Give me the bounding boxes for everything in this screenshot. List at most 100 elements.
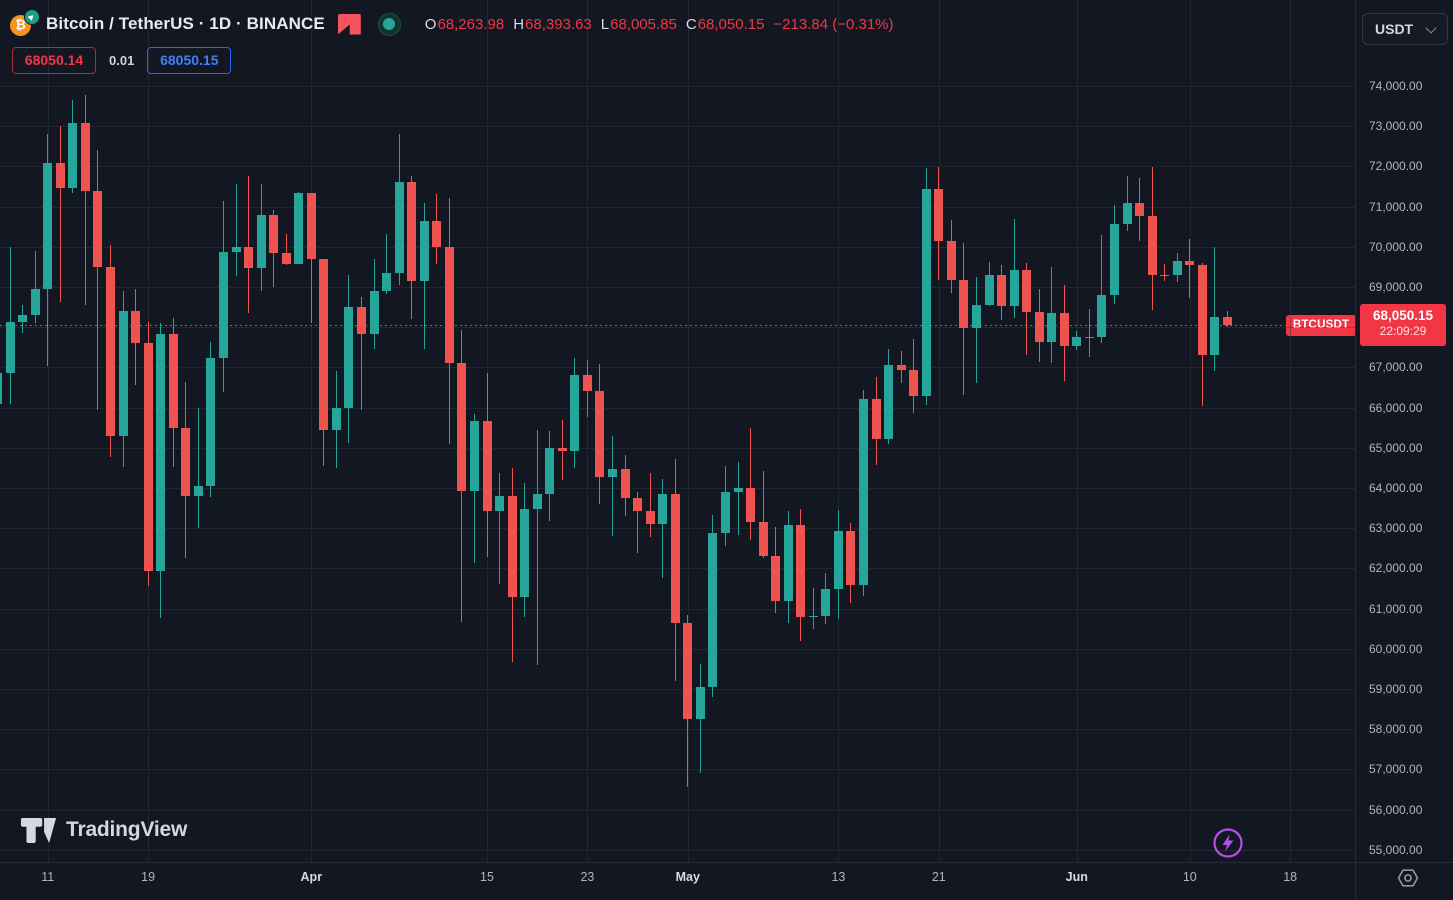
- candle-apr-28: [645, 511, 655, 524]
- candle-mar-25: [218, 251, 228, 358]
- currency-selector[interactable]: USDT: [1362, 13, 1448, 45]
- candle-apr-21: [557, 448, 567, 451]
- candle-may-13: [833, 530, 843, 590]
- price-gridline: [0, 407, 1356, 409]
- candle-may-1: [683, 623, 693, 719]
- candle-wick: [1013, 219, 1015, 318]
- candle-wick: [59, 126, 61, 303]
- open-label: O: [424, 15, 437, 33]
- price-axis-label: 69,000.00: [1369, 280, 1423, 295]
- candle-wick: [662, 478, 664, 578]
- low-value: 68,005.85: [610, 15, 677, 33]
- candle-apr-7: [382, 272, 392, 292]
- time-axis[interactable]: 11 19 Apr 15 23 May 13 21 Jun 10 18: [0, 862, 1356, 900]
- time-axis-label: 19: [141, 870, 156, 884]
- price-gridline: [0, 849, 1356, 851]
- price-axis[interactable]: 68,050.15 22:09:29 74,000.00 73,000.00 72,…: [1356, 0, 1453, 862]
- candle-apr-22: [570, 374, 580, 451]
- flag-icon[interactable]: [337, 13, 361, 35]
- candle-apr-12: [444, 246, 454, 363]
- last-price-badge: 68,050.15 22:09:29: [1360, 304, 1446, 347]
- buy-button[interactable]: 68050.15: [147, 47, 232, 74]
- candle-apr-11: [432, 221, 442, 247]
- price-gridline: [0, 86, 1356, 88]
- candle-wick: [197, 407, 199, 529]
- price-axis-label: 56,000.00: [1369, 802, 1423, 817]
- candle-apr-29: [658, 494, 668, 524]
- time-gridline: [1189, 0, 1191, 862]
- candle-may-6: [746, 487, 755, 522]
- instant-trading-icon[interactable]: [1212, 827, 1244, 859]
- bar-countdown: 22:09:29: [1379, 324, 1427, 339]
- candle-apr-3: [331, 408, 341, 430]
- candle-apr-15: [482, 421, 492, 512]
- price-axis-label: 67,000.00: [1369, 360, 1423, 375]
- price-gridline: [0, 729, 1356, 731]
- candle-mar-29: [269, 215, 279, 253]
- symbol-title[interactable]: Bitcoin / TetherUS · 1D · BINANCE: [46, 14, 325, 33]
- candlestick-chart[interactable]: BTCUSDT: [0, 0, 1356, 862]
- candle-apr-27: [633, 497, 643, 512]
- candle-jun-3: [1097, 294, 1107, 337]
- time-gridline: [1076, 0, 1078, 862]
- candle-apr-5: [357, 306, 366, 334]
- candle-may-16: [871, 399, 881, 439]
- candle-apr-10: [419, 221, 429, 282]
- price-gridline: [0, 488, 1356, 490]
- time-axis-label: Apr: [300, 870, 323, 884]
- sell-button[interactable]: 68050.14: [12, 47, 96, 74]
- candle-may-7: [758, 521, 768, 556]
- price-axis-label: 65,000.00: [1369, 440, 1423, 455]
- time-gridline: [587, 0, 589, 862]
- time-axis-label: 15: [480, 870, 494, 884]
- price-axis-label: 66,000.00: [1369, 400, 1423, 415]
- candle-wick: [1164, 263, 1166, 281]
- candle-wick: [812, 587, 814, 630]
- candle-apr-20: [545, 448, 555, 495]
- candle-mar-16: [106, 266, 115, 436]
- candle-jun-1: [1072, 336, 1082, 346]
- candle-may-20: [921, 188, 931, 397]
- candle-mar-21: [168, 333, 178, 428]
- chart-legend: ₿ Bitcoin / TetherUS · 1D · BINANCE O 68…: [10, 9, 894, 36]
- price-axis-label: 62,000.00: [1369, 561, 1423, 576]
- price-gridline: [0, 126, 1356, 128]
- candle-wick: [97, 149, 99, 411]
- candle-apr-4: [344, 306, 354, 409]
- candle-may-19: [909, 369, 919, 397]
- tradingview-logo[interactable]: TradingView: [20, 816, 187, 844]
- candle-mar-20: [156, 333, 166, 571]
- candle-wick: [975, 276, 977, 383]
- candle-may-4: [720, 492, 730, 533]
- settings-gear-icon[interactable]: [1396, 866, 1420, 895]
- market-status-icon[interactable]: [377, 12, 401, 36]
- candle-jun-6: [1135, 203, 1144, 217]
- price-axis-label: 70,000.00: [1369, 239, 1423, 254]
- time-gridline: [938, 0, 940, 862]
- last-price-symbol-tag: BTCUSDT: [1286, 314, 1356, 336]
- candle-mar-13: [68, 123, 78, 189]
- last-price-line: [0, 325, 1356, 327]
- axis-separator-vertical: [1355, 0, 1356, 900]
- candle-wick: [84, 94, 86, 305]
- candle-may-5: [733, 487, 743, 493]
- candle-may-22: [946, 240, 956, 280]
- price-gridline: [0, 287, 1356, 289]
- candle-jun-8: [1160, 274, 1170, 277]
- price-axis-label: 59,000.00: [1369, 682, 1423, 697]
- candle-wick: [386, 233, 388, 295]
- candle-mar-28: [256, 215, 266, 269]
- candle-jun-12: [1210, 317, 1220, 355]
- candle-wick: [612, 435, 613, 537]
- candle-wick: [536, 429, 538, 665]
- open-value: 68,263.98: [437, 15, 505, 33]
- candle-mar-17: [118, 311, 128, 436]
- price-gridline: [0, 206, 1356, 208]
- price-axis-label: 73,000.00: [1369, 119, 1423, 134]
- candle-mar-18: [131, 311, 141, 343]
- candle-jun-2: [1084, 336, 1094, 339]
- price-axis-label: 64,000.00: [1369, 481, 1423, 496]
- chevron-down-icon: [1425, 21, 1437, 34]
- candle-may-26: [997, 275, 1006, 307]
- candle-mar-23: [193, 485, 203, 497]
